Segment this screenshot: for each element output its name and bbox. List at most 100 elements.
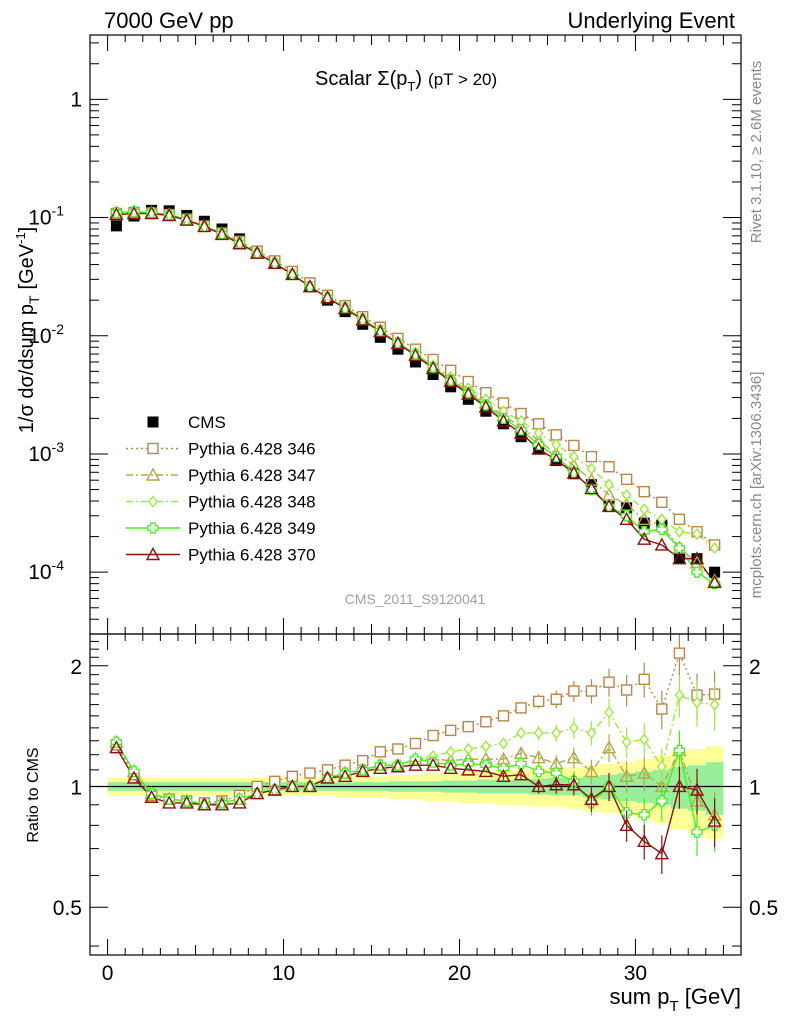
data-point: [267, 255, 282, 270]
data-point: [513, 425, 529, 439]
legend-marker: [147, 522, 159, 534]
data-point: [533, 438, 545, 451]
ratio-point: [109, 740, 124, 754]
data-point-cms: [709, 566, 721, 578]
data-point: [197, 219, 212, 233]
ratio-point: [549, 777, 564, 791]
data-point: [674, 525, 685, 538]
ratio-point: [144, 789, 159, 803]
data-point: [638, 485, 650, 498]
header-left: 7000 GeV pp: [104, 8, 234, 33]
ratio-point: [337, 768, 353, 783]
ratio-point: [497, 710, 510, 722]
ratio-point: [692, 696, 702, 709]
data-point: [637, 511, 652, 526]
legend-label: CMS: [188, 413, 226, 432]
ratio-point: [374, 759, 386, 771]
data-point: [144, 206, 159, 220]
ratio-point: [691, 826, 703, 838]
ratio-point: [551, 726, 562, 740]
main-series-group: [109, 204, 722, 590]
ratio-point: [462, 720, 474, 733]
data-point: [551, 438, 562, 451]
data-point: [355, 312, 370, 326]
data-point: [639, 503, 650, 516]
ratio-point: [585, 685, 598, 697]
data-point: [320, 290, 335, 304]
ratio-point: [621, 736, 632, 749]
ratio-point: [163, 793, 175, 805]
ratio-uncertainty-bands: [107, 746, 724, 839]
data-point-cms: [410, 356, 421, 368]
data-point: [692, 527, 702, 541]
ratio-point: [425, 757, 441, 771]
data-point: [672, 551, 687, 565]
data-point: [604, 478, 614, 491]
data-point: [445, 374, 457, 386]
ratio-point: [601, 779, 617, 793]
ratio-point: [302, 779, 318, 793]
data-point: [425, 360, 441, 375]
ratio-point: [179, 795, 194, 809]
x-tick-label: 30: [624, 962, 647, 985]
ratio-point: [408, 757, 423, 771]
ratio-point: [584, 764, 599, 778]
data-point: [673, 542, 686, 554]
data-point: [689, 551, 705, 565]
ratio-point: [478, 764, 494, 778]
ratio-point: [601, 740, 617, 754]
ratio-point: [392, 759, 404, 771]
data-point: [249, 245, 265, 259]
legend-label: Pythia 6.428 348: [188, 493, 316, 512]
data-point: [161, 208, 177, 222]
data-point: [620, 473, 633, 486]
ratio-y-tick-label-right: 1: [749, 776, 761, 799]
rivet-version-label: Rivet 3.1.10, ≥ 2.6M events: [748, 61, 765, 244]
main-panel: 110-110-210-310-4 Scalar Σ(pT) (pT > 20) …: [13, 34, 742, 635]
y-tick-label: 1: [70, 88, 82, 111]
legend-marker: [147, 416, 159, 428]
ratio-point: [656, 760, 667, 773]
data-point: [480, 399, 492, 411]
data-point: [621, 488, 632, 502]
ratio-point: [515, 758, 527, 770]
ratio-point: [515, 702, 527, 714]
ratio-point: [267, 782, 282, 796]
legend-marker: [145, 547, 161, 561]
ratio-point: [637, 765, 652, 779]
ratio-point: [463, 742, 474, 756]
data-point-cms: [427, 369, 439, 381]
ratio-point: [232, 795, 247, 809]
data-point: [656, 496, 668, 509]
data-point: [585, 450, 598, 463]
data-point-cms: [515, 431, 527, 443]
legend-marker: [145, 467, 161, 481]
data-point: [409, 348, 422, 360]
data-point: [232, 236, 247, 250]
ratio-point: [390, 759, 406, 773]
ratio-point: [673, 647, 686, 659]
chart-title: Scalar Σ(pT) (pT > 20): [315, 68, 497, 94]
ratio-panel: 0.5 0.51 12 20 10 20 30 Ratio to CMS sum pT [G…: [25, 633, 778, 1015]
ratio-point: [584, 791, 599, 805]
ratio-point: [656, 703, 668, 715]
data-point: [619, 511, 634, 526]
x-tick-label: 10: [272, 962, 295, 985]
data-point-cms: [110, 220, 122, 232]
ratio-point: [374, 746, 387, 758]
ratio-point: [145, 787, 158, 800]
ratio-point: [550, 767, 562, 779]
ratio-point: [427, 729, 439, 742]
ratio-point: [619, 768, 634, 783]
data-point: [110, 206, 123, 219]
ratio-point: [339, 767, 351, 779]
x-axis-label: sum pT [GeV]: [610, 984, 741, 1015]
data-point: [462, 387, 474, 399]
legend-marker: [147, 442, 159, 455]
data-point: [408, 348, 423, 362]
data-point: [709, 541, 720, 555]
data-point: [302, 279, 318, 293]
ratio-point: [656, 795, 668, 807]
data-point: [179, 212, 194, 226]
